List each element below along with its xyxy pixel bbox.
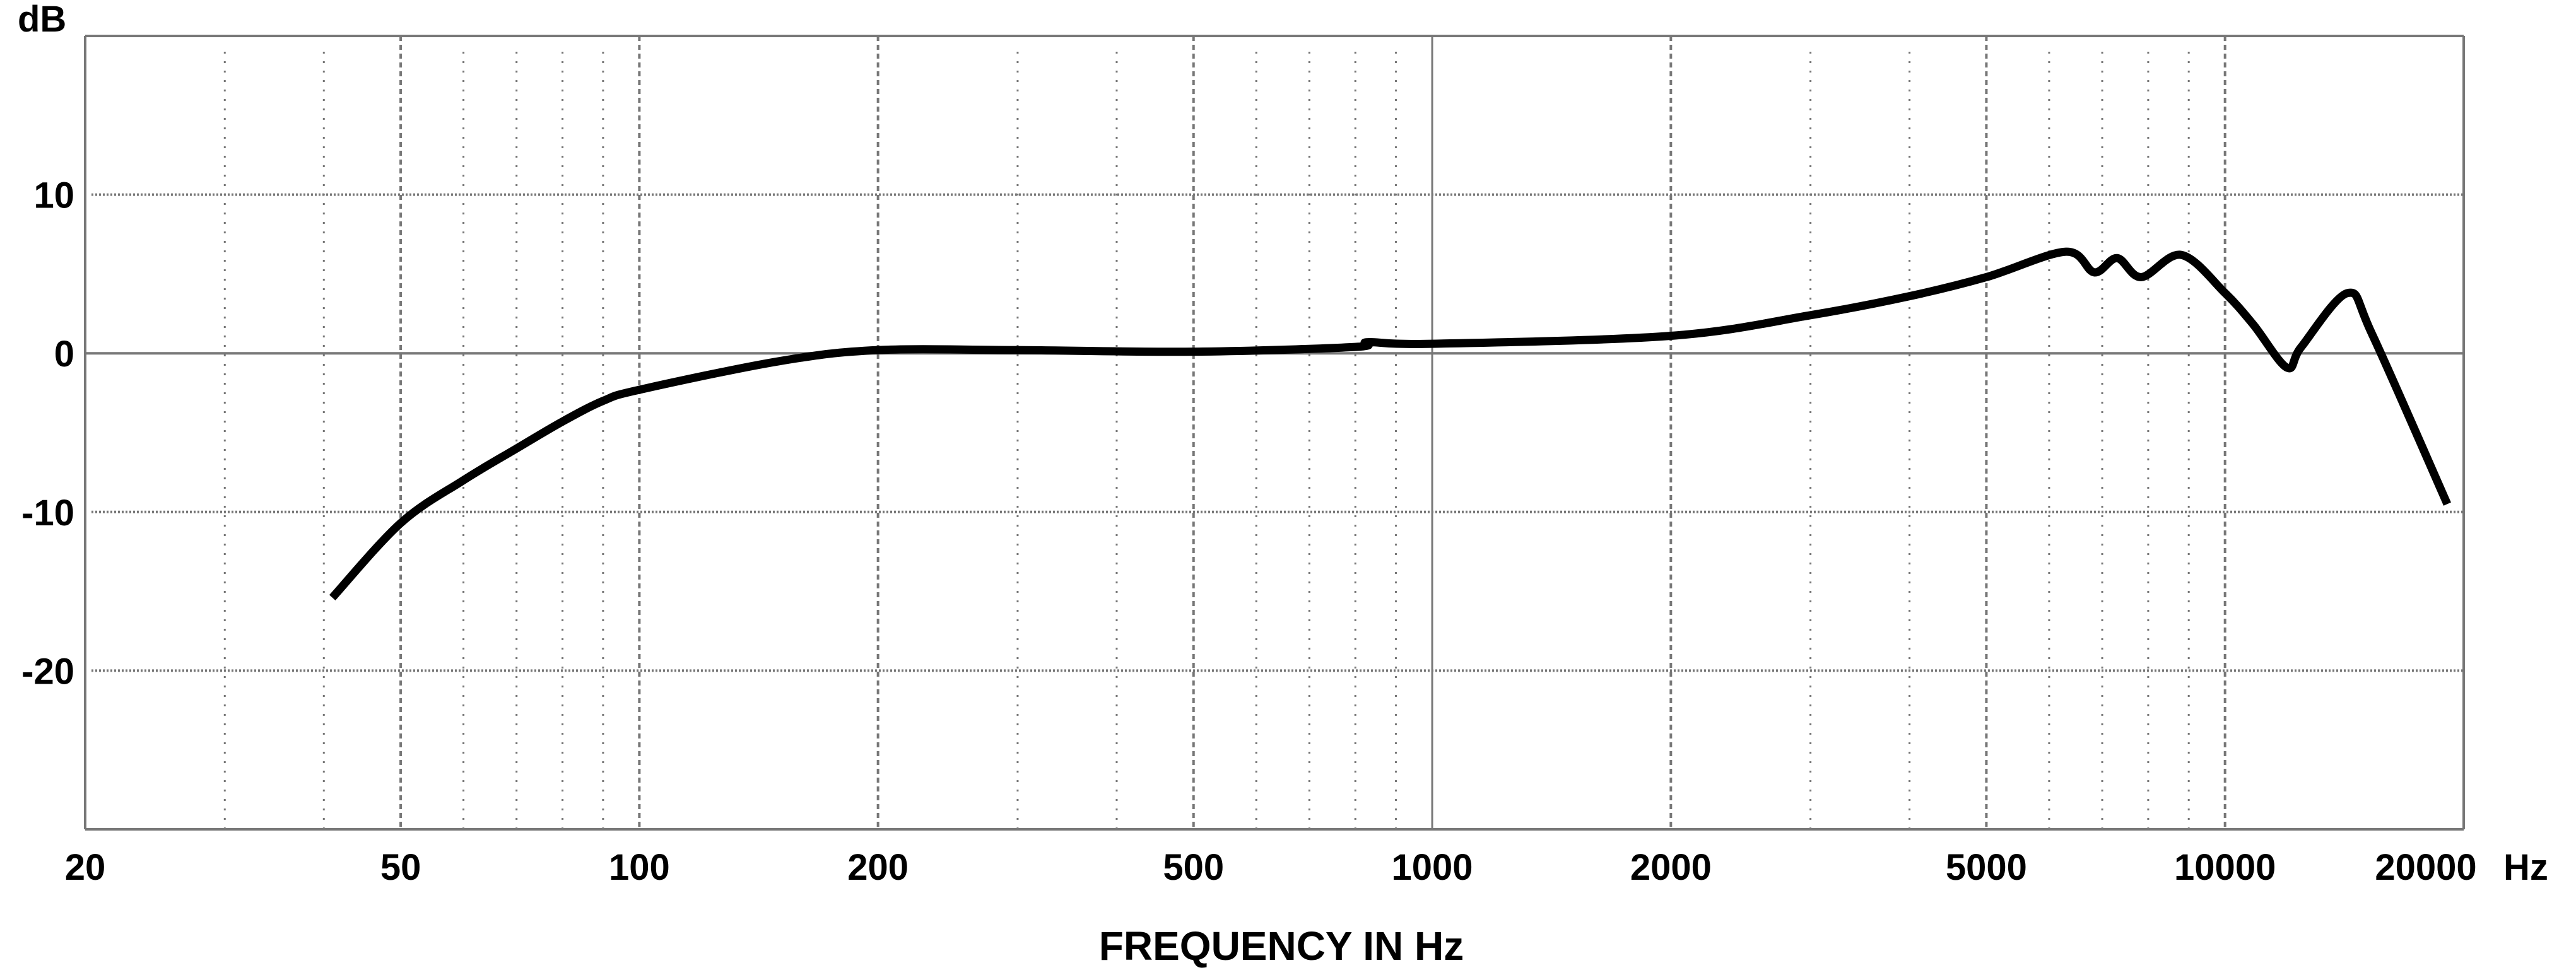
- x-axis-label: FREQUENCY IN Hz: [1099, 923, 1464, 969]
- plot-frame: [84, 35, 2465, 831]
- series-line: [329, 247, 2451, 601]
- x-tick-label: 100: [609, 847, 670, 888]
- x-tick-label: 5000: [1946, 847, 2027, 888]
- y-tick-labels: 10 0 -10 -20: [21, 175, 74, 692]
- x-tick-label: 1000: [1392, 847, 1473, 888]
- x-unit-label: Hz: [2503, 847, 2548, 888]
- y-tick-label: 0: [54, 334, 74, 375]
- grid: [85, 36, 2464, 829]
- y-tick-label: 10: [33, 175, 74, 216]
- x-tick-label: 20000: [2375, 847, 2476, 888]
- x-tick-label: 20: [65, 847, 106, 888]
- x-tick-label: 200: [847, 847, 909, 888]
- x-tick-label: 500: [1163, 847, 1224, 888]
- x-tick-labels: 20 50 100 200 500 1000 2000 5000 10000 20000: [65, 847, 2477, 888]
- x-tick-label: 2000: [1630, 847, 1712, 888]
- y-axis-label: dB: [18, 0, 66, 40]
- y-tick-label: -20: [21, 651, 74, 692]
- x-tick-label: 50: [380, 847, 421, 888]
- y-tick-label: -10: [21, 493, 74, 534]
- x-tick-label: 10000: [2174, 847, 2276, 888]
